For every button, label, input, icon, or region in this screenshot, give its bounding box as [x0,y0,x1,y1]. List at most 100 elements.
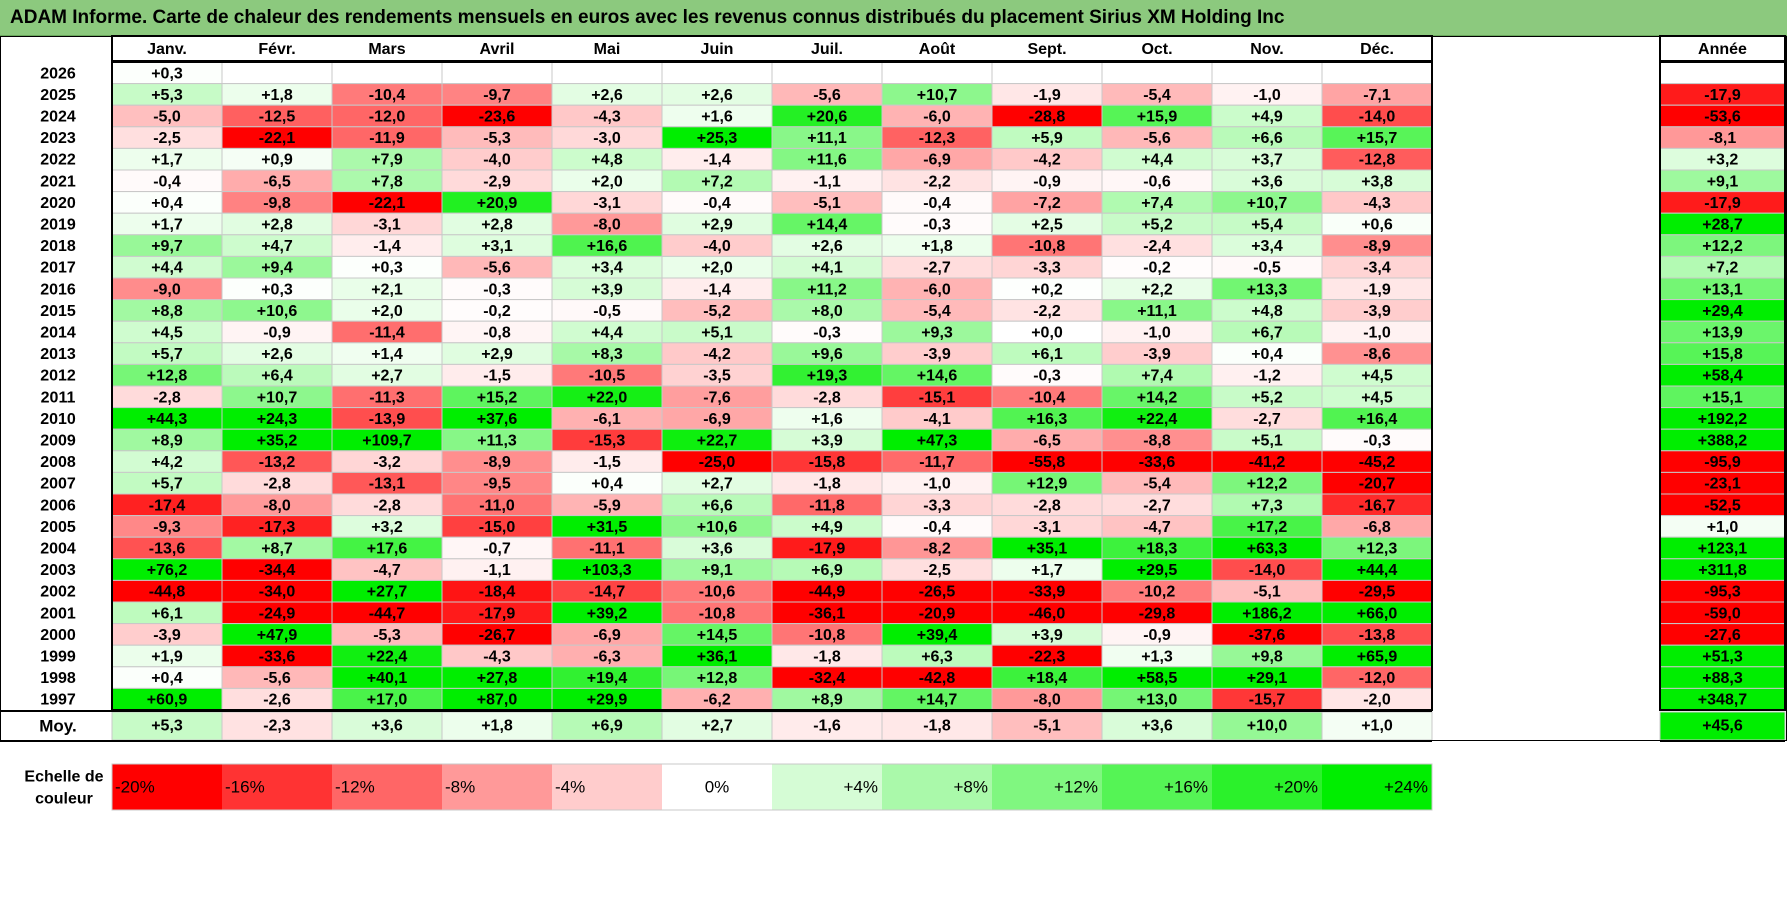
cell-value: -15,1 [919,389,956,406]
cell-value: -2,6 [263,692,291,709]
cell-value: +35,1 [1027,541,1068,558]
average-cell [111,711,223,741]
cell-value: +8,7 [261,541,293,558]
cell-value: +11,2 [807,281,847,298]
cell-value: +60,9 [147,692,188,709]
cell-value: -45,2 [1359,454,1396,471]
year-label: 2025 [40,87,76,104]
cell-value: -34,0 [259,584,296,601]
cell-value: -0,3 [483,281,511,298]
chart-title: ADAM Informe. Carte de chaleur des rende… [10,7,1285,28]
cell-value: +4,9 [1251,109,1283,126]
cell-value: +19,3 [807,368,848,385]
cell-value: +12,2 [1247,476,1288,493]
cell-value: -4,2 [1033,152,1061,169]
annual-cell [1659,61,1786,85]
cell-value: -7,6 [703,389,731,406]
scale-stop-label: +24% [1384,778,1428,797]
scale-swatch [112,764,222,810]
cell-value: -0,9 [1143,627,1171,644]
cell-value: +9,8 [1251,649,1283,666]
header-border [111,35,1433,62]
cell-value: -1,8 [813,476,841,493]
year-label: 2009 [40,433,76,450]
cell-value: -1,4 [703,152,731,169]
cell-value: -11,7 [919,454,955,471]
cell-value: -0,9 [1033,173,1061,190]
cell-value: -20,7 [1359,476,1396,493]
cell-value: -33,9 [1029,584,1066,601]
cell-value: +13,3 [1247,281,1288,298]
scale-stop-label: -4% [555,778,585,797]
annual-value: +13,1 [1702,281,1743,298]
cell-value: +3,1 [481,238,513,255]
cell-value: +2,6 [701,87,733,104]
annual-value: -17,9 [1704,87,1741,104]
cell-value: +6,3 [921,649,953,666]
cell-value: +6,6 [1251,130,1283,147]
month-header: Févr. [258,41,295,58]
cell-value: -0,4 [923,195,951,212]
cell-value: -0,3 [813,325,841,342]
cell-value: -23,6 [479,109,516,126]
cell-value: -11,4 [369,325,405,342]
annual-value: +7,2 [1707,260,1739,277]
month-header: Mai [594,41,621,58]
cell-value: +66,0 [1357,605,1398,622]
heat-cell [1321,61,1433,85]
cell-value: -8,6 [1363,346,1391,363]
cell-value: +2,6 [591,87,623,104]
cell-value: +5,2 [1251,389,1283,406]
heat-cell [771,61,883,85]
cell-value: +0,3 [371,260,403,277]
cell-value: -3,0 [593,130,621,147]
month-header: Janv. [147,41,187,58]
cell-value: +4,1 [811,260,843,277]
cell-value: -13,2 [259,454,296,471]
month-header: Nov. [1250,41,1283,58]
scale-swatch [1212,764,1322,810]
year-label: 2016 [40,281,76,298]
scale-swatch [1102,764,1212,810]
average-annual-cell [1659,711,1786,741]
cell-value: -6,9 [593,627,621,644]
scale-swatch [772,764,882,810]
annual-value: -23,1 [1704,476,1741,493]
cell-value: +27,7 [367,584,408,601]
cell-value: +0,4 [591,476,623,493]
average-value: +2,7 [701,718,733,735]
cell-value: +18,3 [1137,541,1178,558]
cell-value: -6,8 [1363,519,1391,536]
month-header: Juil. [811,41,843,58]
cell-value: -44,7 [369,605,406,622]
average-value: +1,8 [481,718,513,735]
cell-value: -5,6 [1143,130,1171,147]
cell-value: -10,4 [369,87,406,104]
cell-value: -2,8 [153,389,181,406]
cell-value: +63,3 [1247,541,1288,558]
annual-value: +51,3 [1702,649,1743,666]
cell-value: -22,3 [1029,649,1066,666]
cell-value: +4,8 [591,152,623,169]
cell-value: +3,9 [591,281,623,298]
cell-value: -3,1 [593,195,621,212]
cell-value: -29,8 [1139,605,1176,622]
year-label: 2011 [41,389,76,406]
cell-value: -3,2 [373,454,401,471]
cell-value: -3,1 [1033,519,1061,536]
cell-value: +17,6 [367,541,408,558]
cell-value: -6,0 [923,109,951,126]
cell-value: -8,9 [483,454,511,471]
cell-value: +1,3 [1141,649,1173,666]
cell-value: +3,4 [591,260,623,277]
cell-value: -1,8 [813,649,841,666]
cell-value: +44,3 [147,411,188,428]
year-label: 2007 [40,476,76,493]
cell-value: +4,5 [1361,368,1393,385]
year-label: 2008 [40,454,76,471]
cell-value: -46,0 [1029,605,1066,622]
scale-stop-label: -8% [445,778,475,797]
cell-value: -11,0 [479,497,515,514]
scale-swatch [332,764,442,810]
cell-value: +1,8 [261,87,293,104]
